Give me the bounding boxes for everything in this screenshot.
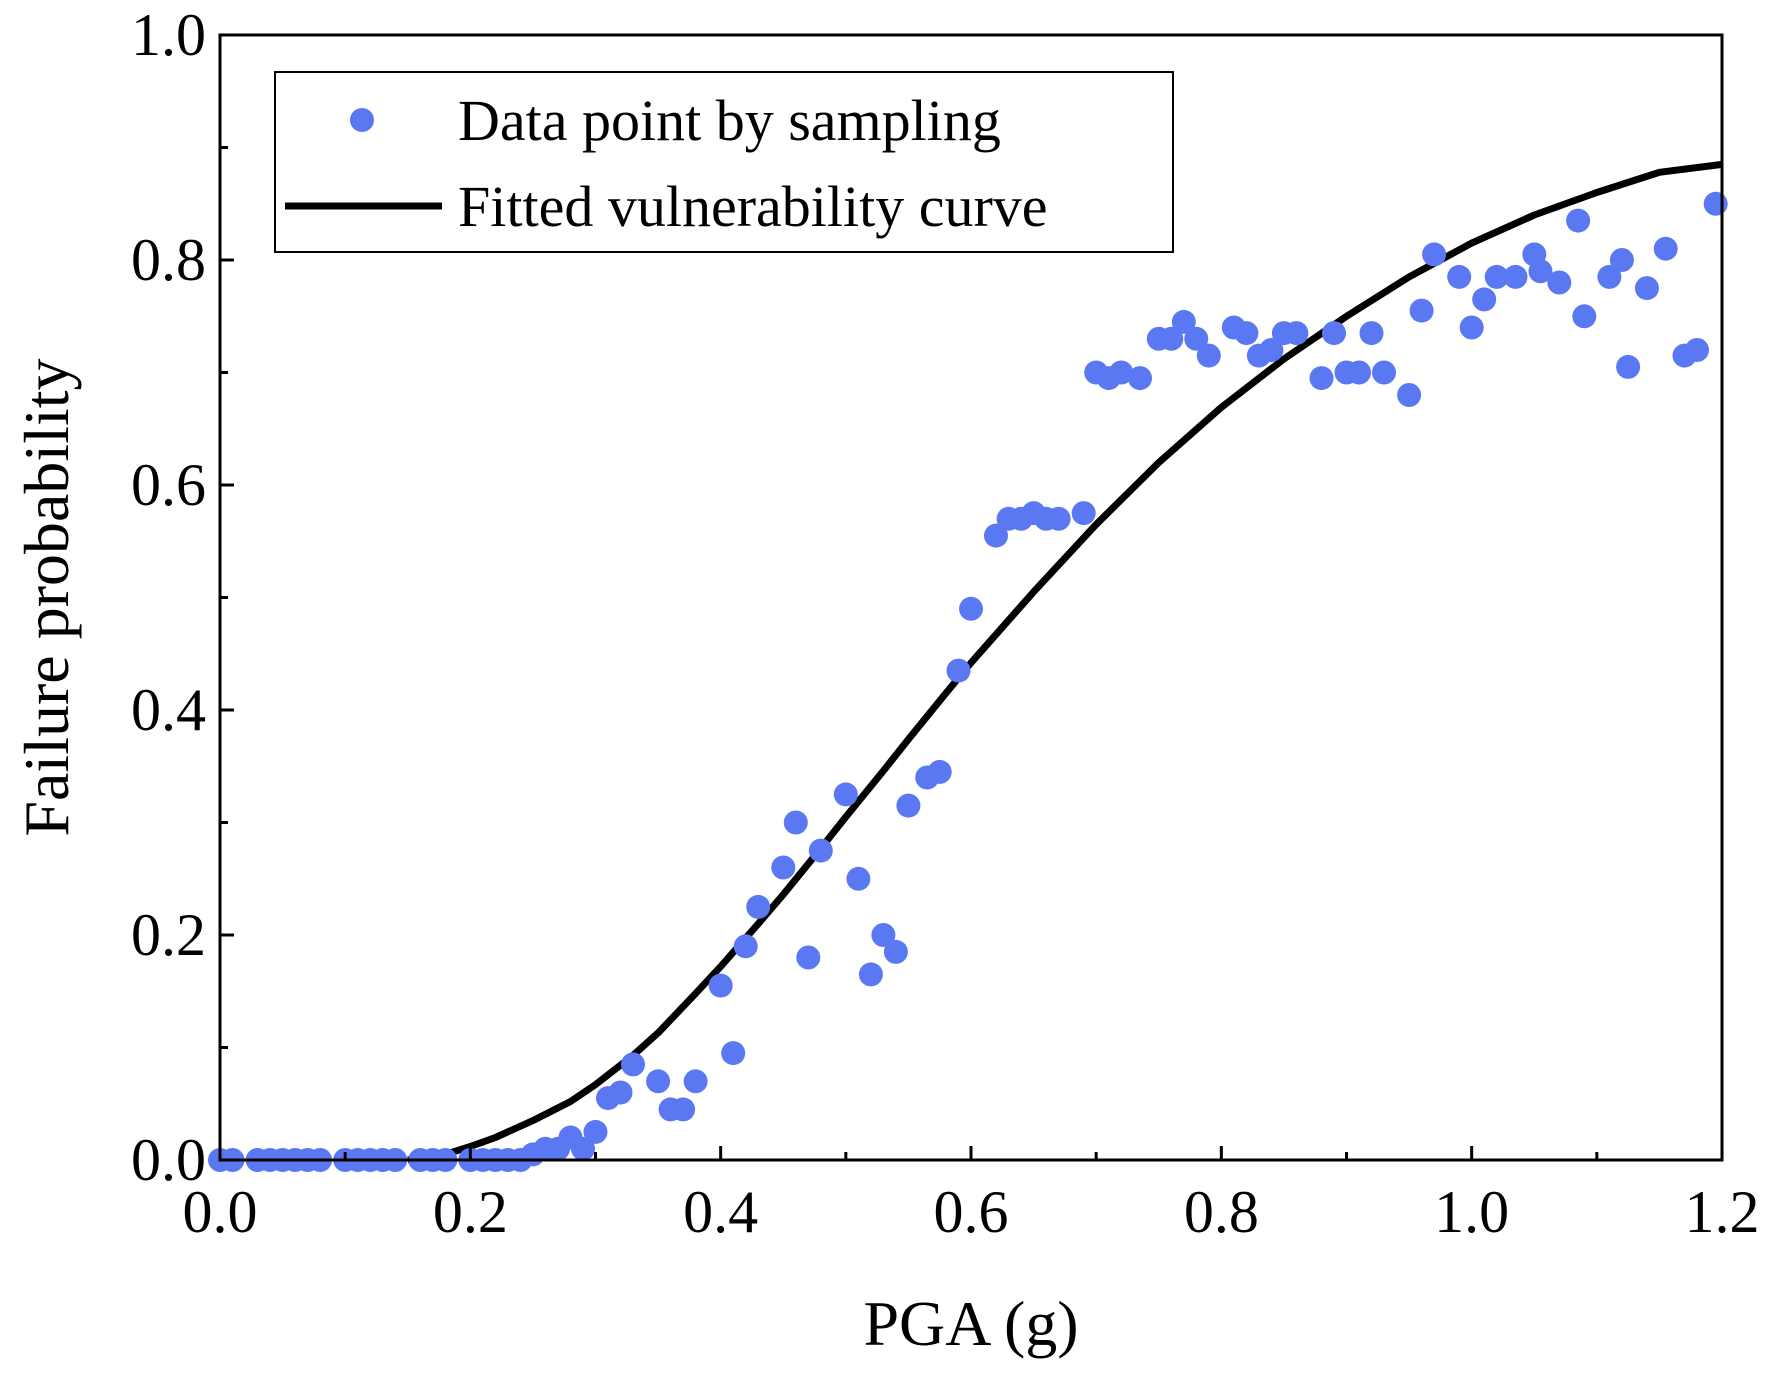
data-point [927,759,952,784]
curve-layer [407,160,1723,1164]
y-tick-label: 0.0 [131,1127,206,1193]
data-point [871,923,896,947]
data-point [946,658,971,683]
data-point [1196,343,1221,368]
data-point [1459,315,1484,340]
legend: Data point by sampling Fitted vulnerabil… [274,71,1174,253]
data-point [1409,298,1434,323]
points-layer [208,191,1728,1172]
data-point [1071,501,1096,526]
x-tick-label: 0.8 [1184,1179,1259,1245]
data-point [708,973,733,998]
data-point [1572,304,1597,329]
data-point [571,1136,595,1161]
data-point [1703,191,1728,216]
data-point [1472,287,1497,312]
data-point [1372,360,1396,385]
data-point [1609,248,1634,272]
data-point [1616,354,1641,379]
data-point [984,523,1008,548]
y-tick-label: 0.6 [131,452,206,518]
legend-label-curve: Fitted vulnerability curve [458,174,1048,239]
data-point [1447,264,1472,289]
data-point [1685,338,1709,362]
x-tick-label: 1.2 [1685,1179,1760,1245]
fitted-curve-line [407,160,1723,1164]
x-tick-label: 1.0 [1434,1179,1509,1245]
data-point [608,1080,633,1105]
data-point [1159,326,1184,351]
data-point [1359,321,1384,346]
x-axis-label: PGA (g) [863,1288,1078,1359]
data-point [896,793,921,818]
data-point [1547,270,1572,295]
data-point [621,1052,645,1077]
x-tick-label: 0.4 [683,1179,758,1245]
data-point [646,1069,671,1094]
data-point [721,1041,746,1066]
data-point [833,782,858,807]
data-point [1634,276,1659,301]
legend-label-points: Data point by sampling [458,88,1001,153]
data-point [1109,360,1134,385]
legend-box [274,71,1174,253]
data-point [1259,338,1284,362]
y-tick-label: 0.2 [131,902,206,968]
data-point [1484,264,1509,289]
y-axis-label: Failure probability [11,358,82,836]
data-point [883,939,908,964]
data-point [1653,236,1678,261]
y-tick-label: 0.4 [131,677,206,743]
data-point [671,1097,696,1122]
data-point [1171,309,1196,334]
data-point [733,934,758,959]
data-point [583,1119,608,1144]
data-point [1322,321,1346,346]
data-point [1566,208,1591,233]
data-point [846,866,871,891]
x-tick-label: 0.6 [934,1179,1009,1245]
data-point [771,855,796,880]
x-tick-label: 0.2 [433,1179,508,1245]
data-point [1503,264,1528,289]
data-point [1046,506,1071,531]
data-point [746,894,771,919]
data-point [808,838,833,863]
data-point [1528,259,1553,284]
y-tick-label: 1.0 [131,2,206,68]
data-point [1128,366,1152,391]
data-point [959,596,983,621]
data-point [1397,383,1422,407]
data-point [683,1069,708,1094]
data-point [783,810,808,835]
data-point [1422,242,1447,267]
data-point [1347,360,1371,385]
data-point [858,962,883,987]
data-point [1309,366,1334,391]
data-point [1184,326,1209,351]
y-axis: 0.0 0.2 0.4 0.6 0.8 1.0 [131,2,234,1193]
legend-marker-points [350,108,374,132]
data-point [1284,321,1309,346]
x-axis: 0.0 0.2 0.4 0.6 0.8 1.0 1.2 [183,1146,1760,1245]
data-point [796,945,821,970]
data-point [1234,321,1259,346]
x-tick-label: 0.0 [183,1179,258,1245]
y-tick-label: 0.8 [131,227,206,293]
data-point [1597,264,1622,289]
